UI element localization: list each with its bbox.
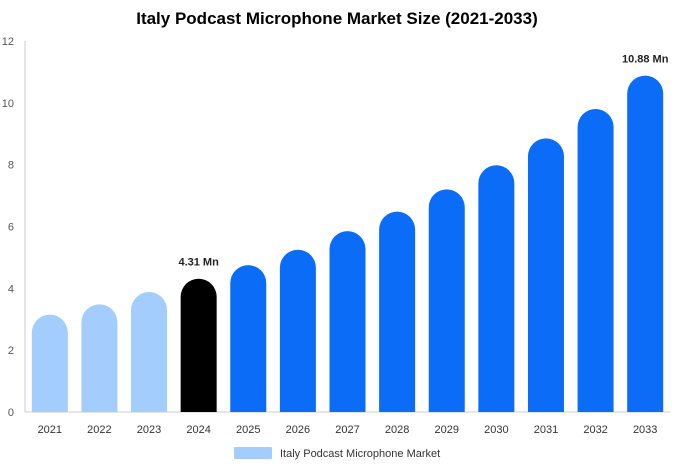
bar-2030 [478,165,515,412]
x-tick-label: 2026 [286,424,310,436]
x-tick-label: 2029 [434,424,458,436]
y-tick-label: 10 [2,98,14,110]
x-tick-label: 2021 [38,424,62,436]
chart-title: Italy Podcast Microphone Market Size (20… [136,9,538,28]
x-tick-label: 2033 [633,424,657,436]
y-tick-label: 8 [8,160,14,172]
bar-2032 [577,109,614,413]
bar-2021 [31,314,68,412]
x-tick-label: 2032 [583,424,607,436]
y-tick-label: 6 [8,222,14,234]
bar-2024 [180,278,217,412]
bar-2027 [329,231,366,412]
y-tick-label: 0 [8,407,14,419]
x-tick-label: 2022 [87,424,111,436]
legend-label: Italy Podcast Microphone Market [280,448,440,460]
bar-2026 [279,249,316,412]
y-tick-label: 12 [2,36,14,48]
data-label: 4.31 Mn [178,257,219,269]
bar-2031 [527,138,564,412]
bars-group [31,75,664,413]
x-tick-label: 2024 [186,424,210,436]
x-tick-label: 2030 [484,424,508,436]
x-axis: 2021 2022 2023 2024 2025 2026 2027 2028 2029 2030… [25,411,670,436]
legend-swatch [234,447,272,459]
x-tick-label: 2028 [385,424,409,436]
bar-2022 [81,304,118,412]
x-tick-label: 2025 [236,424,260,436]
y-axis: 0 2 4 6 8 10 12 [2,36,26,419]
y-tick-label: 2 [8,345,14,357]
bar-2023 [131,292,168,412]
y-tick-label: 4 [8,283,14,295]
bar-2033 [627,75,664,413]
data-label: 10.88 Mn [622,54,669,66]
bar-2028 [379,211,416,412]
bar-2029 [428,189,465,412]
legend: Italy Podcast Microphone Market [234,447,440,460]
bar-2025 [230,265,267,412]
data-labels-group: 4.31 Mn 10.88 Mn [178,54,668,269]
x-tick-label: 2031 [534,424,558,436]
x-tick-label: 2027 [335,424,359,436]
x-tick-label: 2023 [137,424,161,436]
